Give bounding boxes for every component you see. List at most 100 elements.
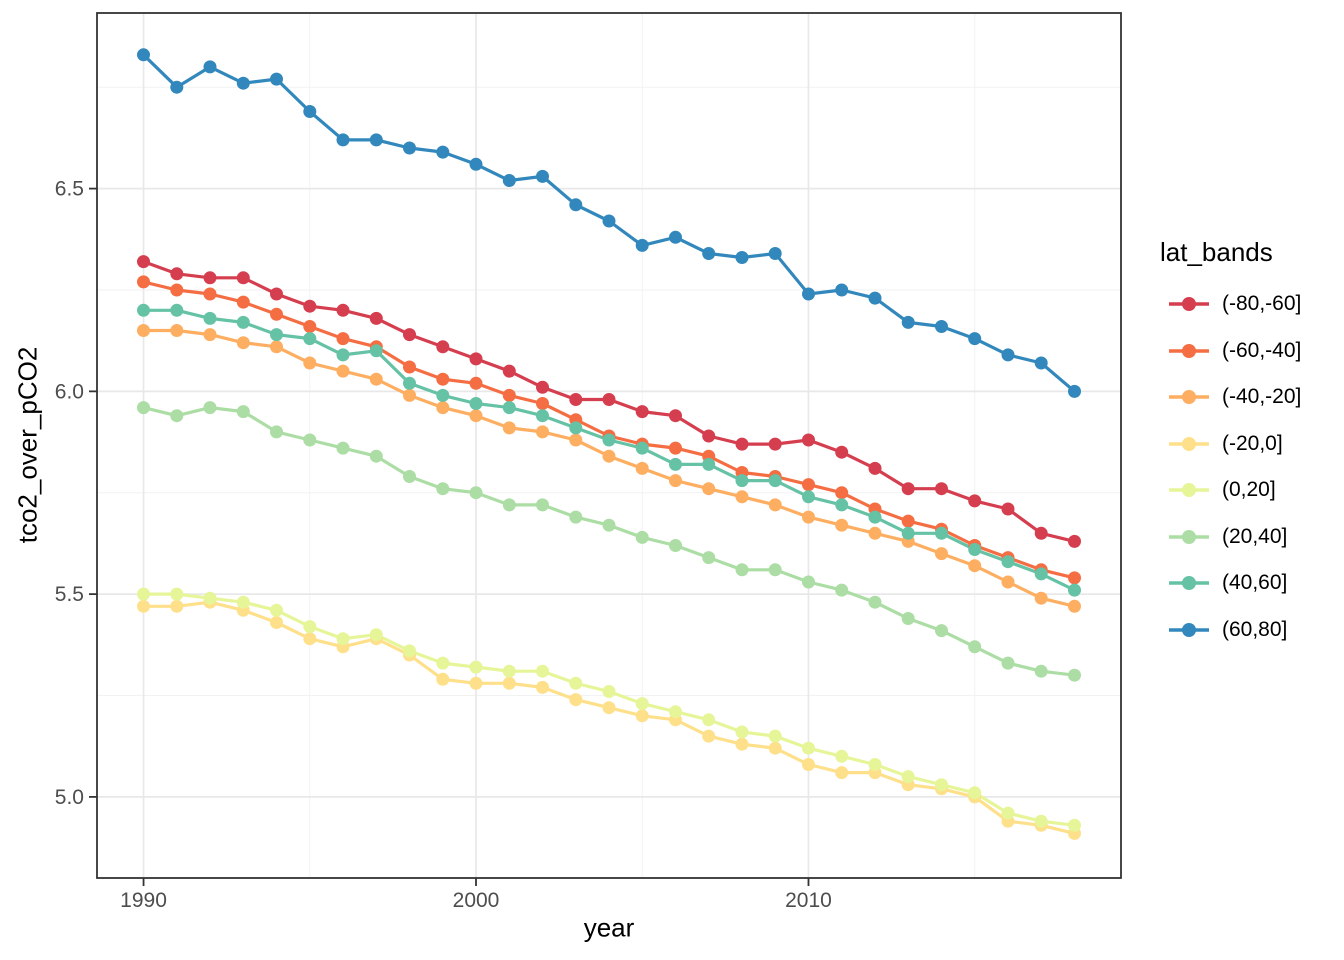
data-point [369,449,383,463]
data-point [569,421,583,435]
y-axis-title: tco2_over_pCO2 [12,346,43,544]
data-point [270,72,283,86]
data-point [768,247,782,260]
data-point [602,433,616,447]
legend-item-band-20-40: (20,40] [1160,514,1301,561]
data-point [1068,571,1081,585]
data-point [137,275,150,289]
data-point [602,214,616,228]
data-point [802,510,815,524]
data-point [236,315,250,329]
data-point [669,230,682,244]
data-point [270,307,283,321]
data-point [968,559,982,573]
data-point [469,660,483,674]
legend-key-icon [1169,483,1209,498]
data-point [403,376,416,390]
data-point [137,255,150,269]
legend-item-label: (-80,-60] [1222,292,1302,316]
data-point [502,364,516,378]
data-point [602,449,616,463]
legend-item-band-60-80: (60,80] [1160,607,1301,654]
data-point [502,421,516,435]
data-point [170,267,184,281]
data-point [702,429,716,443]
data-point [203,311,217,325]
data-point [369,311,383,325]
data-point [1001,348,1015,362]
data-point [669,457,682,471]
data-point [635,441,649,455]
data-point [1068,583,1081,597]
data-point [303,356,317,370]
data-point [303,632,317,646]
data-point [170,409,184,423]
data-point [569,676,583,690]
data-point [203,328,217,342]
data-point [835,283,849,297]
data-point [203,287,217,301]
legend-key-icon [1169,576,1209,591]
data-point [236,595,250,609]
legend-item-band-40-60: (40,60] [1160,560,1301,607]
y-tick-label: 6.5 [55,178,84,201]
data-point [436,482,450,496]
data-point [735,437,749,451]
data-point [1001,806,1015,820]
legend-key-dot [1182,483,1196,498]
data-point [968,786,982,800]
data-point [835,498,849,512]
data-point [270,603,283,617]
data-point [835,518,849,532]
data-point [602,393,616,406]
data-point [137,587,150,601]
data-point [935,526,948,540]
data-point [270,287,283,301]
data-point [935,547,948,561]
data-point [669,705,682,719]
legend-key-dot [1182,529,1196,544]
data-point [868,758,882,771]
data-point [170,80,184,94]
legend-item-band-m40-m20: (-40,-20] [1160,374,1301,421]
data-point [336,348,350,362]
legend-item-band-0-20: (0,20] [1160,467,1301,514]
data-point [303,299,317,313]
data-point [835,766,849,780]
data-point [502,664,516,678]
data-point [1034,526,1048,540]
data-point [669,409,682,423]
data-point [1034,567,1048,581]
legend-item-label: (-20,0] [1222,431,1283,455]
data-point [403,470,416,483]
data-point [403,644,416,658]
data-point [469,397,483,410]
legend-key-dot [1182,622,1196,637]
data-point [469,676,483,690]
data-point [536,397,549,410]
data-point [336,332,350,346]
series-points-band-m40-m20 [137,324,1081,613]
data-point [868,595,882,609]
data-point [1001,502,1015,516]
data-point [569,693,583,707]
data-point [868,461,882,475]
series-points-band-20-40 [137,401,1081,682]
data-point [303,433,317,447]
data-point [403,141,416,155]
data-point [935,624,948,638]
data-point [569,510,583,524]
data-point [868,291,882,305]
data-point [236,405,250,419]
data-point [735,251,749,264]
data-point [403,328,416,342]
data-point [635,238,649,252]
data-point [137,324,150,337]
data-point [536,664,549,678]
data-point [768,729,782,743]
data-point [768,563,782,577]
legend-item-label: (20,40] [1222,524,1288,548]
data-point [270,425,283,439]
